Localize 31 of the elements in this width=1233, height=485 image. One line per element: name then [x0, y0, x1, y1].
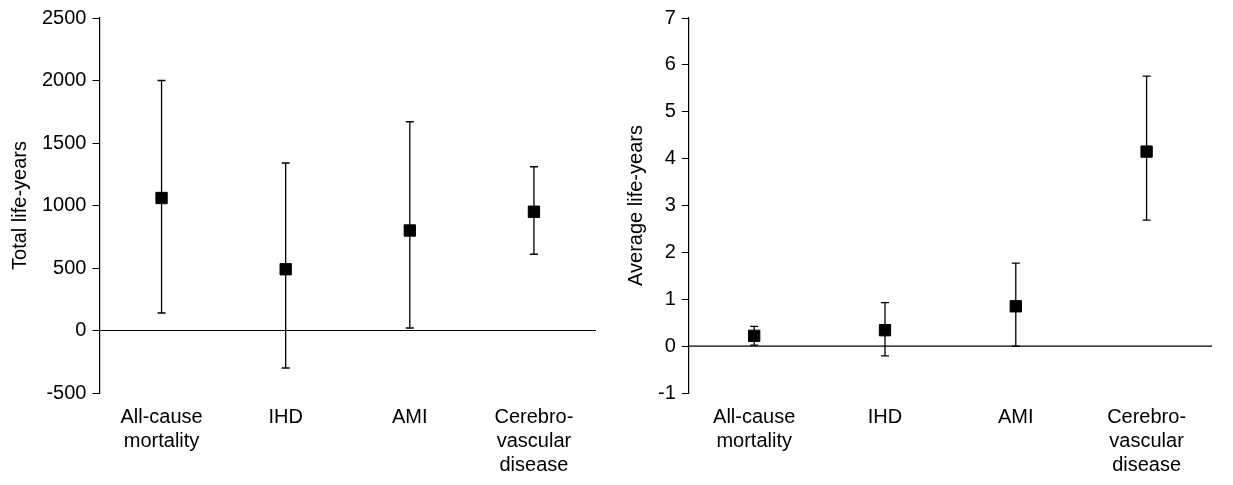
- x-tick-label: All-cause mortality: [713, 404, 796, 451]
- point: [403, 224, 416, 237]
- y-axis-title: Total life-years: [7, 141, 30, 270]
- x-tick-label: All-cause mortality: [120, 404, 203, 451]
- x-tick-label: Cerebro-vascular disease: [494, 404, 574, 475]
- y-axis-title: Average life-years: [623, 125, 646, 286]
- point: [279, 263, 292, 276]
- y-tick-label: 1500: [41, 130, 87, 153]
- point: [155, 191, 168, 205]
- y-tick-label: -1: [657, 380, 676, 403]
- x-tick-label: AMI: [998, 404, 1034, 427]
- y-tick-label: 1: [664, 286, 676, 309]
- y-tick-label: 2: [664, 239, 676, 262]
- y-tick-label: 2000: [41, 68, 87, 91]
- y-tick-label: 4: [664, 146, 676, 169]
- y-tick-label: 1000: [41, 193, 87, 216]
- x-tick-label: IHD: [268, 404, 303, 427]
- y-tick-label: 500: [53, 255, 87, 278]
- x-tick-label: IHD: [867, 404, 903, 427]
- x-tick-label: Cerebro-vascular disease: [1107, 404, 1187, 475]
- point: [1009, 300, 1022, 313]
- y-tick-label: 7: [664, 5, 676, 28]
- y-tick-label: -500: [46, 380, 87, 403]
- point: [1140, 145, 1153, 158]
- y-tick-label: 2500: [41, 5, 87, 28]
- x-tick-label: AMI: [392, 404, 428, 427]
- y-tick-label: 0: [664, 333, 676, 356]
- y-tick-label: 5: [664, 99, 676, 122]
- y-tick-label: 6: [664, 52, 676, 75]
- y-tick-label: 3: [664, 193, 676, 216]
- y-tick-label: 0: [75, 318, 87, 341]
